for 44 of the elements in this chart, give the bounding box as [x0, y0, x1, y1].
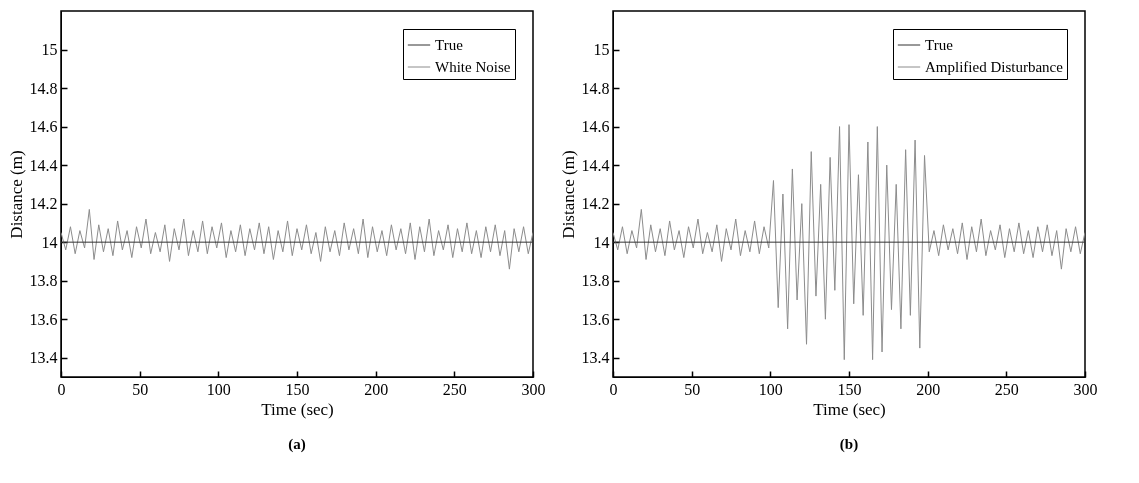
y-tick-label: 14.8	[581, 79, 610, 97]
y-tick-label: 14	[593, 233, 610, 251]
x-tick-label: 50	[684, 380, 701, 398]
x-tick-label: 200	[364, 380, 389, 398]
y-tick-label: 14.2	[581, 195, 610, 213]
x-tick-label: 250	[994, 380, 1019, 398]
y-tick-label: 14	[41, 233, 58, 251]
y-tick-label: 13.8	[581, 272, 610, 290]
x-tick-label: 50	[132, 380, 149, 398]
x-tick-label: 200	[916, 380, 941, 398]
x-tick-label: 100	[206, 380, 231, 398]
line-series	[61, 208, 533, 270]
x-tick-label: 100	[758, 380, 783, 398]
legend-label: True	[435, 37, 464, 53]
y-tick-label: 14.6	[581, 118, 610, 136]
x-tick-label: 300	[521, 380, 546, 398]
x-tick-label: 150	[285, 380, 310, 398]
y-tick-label: 14.4	[581, 156, 610, 174]
y-axis-title: Distance (m)	[558, 150, 578, 239]
legend-label: True	[925, 37, 954, 53]
y-tick-label: 13.4	[29, 349, 58, 367]
legend-label: White Noise	[435, 59, 511, 75]
x-tick-label: 0	[57, 380, 66, 398]
text: (a)	[288, 436, 306, 453]
y-tick-label: 14.2	[29, 195, 58, 213]
line-series	[613, 124, 1085, 361]
y-tick-label: 14.6	[29, 118, 58, 136]
y-tick-label: 14.8	[29, 79, 58, 97]
x-tick-label: 150	[837, 380, 862, 398]
y-tick-label: 13.6	[29, 310, 58, 328]
y-tick-label: 13.6	[581, 310, 610, 328]
y-tick-label: 13.4	[581, 349, 610, 367]
y-tick-label: 13.8	[29, 272, 58, 290]
y-tick-label: 14.4	[29, 156, 58, 174]
x-tick-label: 300	[1073, 380, 1098, 398]
y-tick-label: 15	[593, 41, 610, 59]
y-tick-label: 15	[41, 41, 58, 59]
legend-label: Amplified Disturbance	[925, 59, 1064, 75]
x-axis-title: Time (sec)	[261, 399, 334, 419]
y-axis-title: Distance (m)	[6, 150, 26, 239]
x-axis-title: Time (sec)	[813, 399, 886, 419]
text: (b)	[839, 436, 859, 453]
x-tick-label: 0	[609, 380, 618, 398]
x-tick-label: 250	[442, 380, 467, 398]
